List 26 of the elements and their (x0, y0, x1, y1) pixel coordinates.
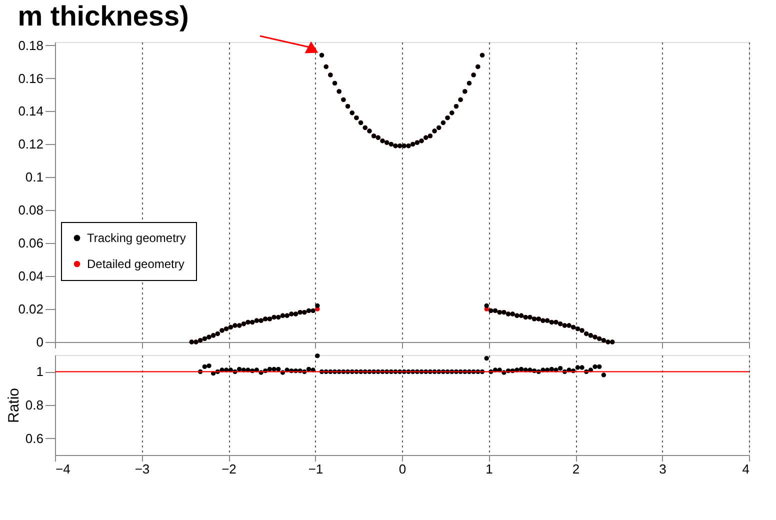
x-tick-label: −4 (56, 462, 70, 476)
chart-title: m thickness) (18, 0, 189, 32)
y-tick-label: 0.02 (18, 302, 44, 317)
y-tick-label: 0.06 (18, 236, 44, 251)
y-tick-label: 0.8 (25, 398, 44, 412)
legend-label: Detailed geometry (87, 257, 184, 271)
x-tick-label: 2 (572, 462, 580, 476)
y-tick-label: 0 (36, 334, 44, 350)
y-tick-label: 0.18 (18, 38, 44, 53)
x-tick-label: 1 (486, 462, 493, 476)
x-tick-label: −3 (134, 462, 150, 476)
y-tick-label: 0.6 (25, 430, 44, 446)
y-tick-label: 0.08 (18, 202, 44, 218)
x-tick-label: 0 (398, 462, 406, 476)
x-tick-label: −2 (222, 462, 236, 476)
y-tick-label: 1 (36, 364, 44, 380)
y-tick-label: 0.1 (25, 170, 44, 185)
x-tick-label: 3 (659, 462, 666, 476)
y-tick-label: 0.14 (18, 104, 44, 119)
y-axis-title: Ratio (5, 388, 22, 424)
x-tick-label: −1 (308, 462, 324, 476)
legend-label: Tracking geometry (87, 231, 186, 245)
y-tick-label: 0.12 (18, 136, 44, 152)
y-tick-label: 0.16 (18, 70, 44, 86)
y-tick-label: 0.04 (18, 268, 44, 284)
x-tick-label: 4 (742, 462, 750, 476)
